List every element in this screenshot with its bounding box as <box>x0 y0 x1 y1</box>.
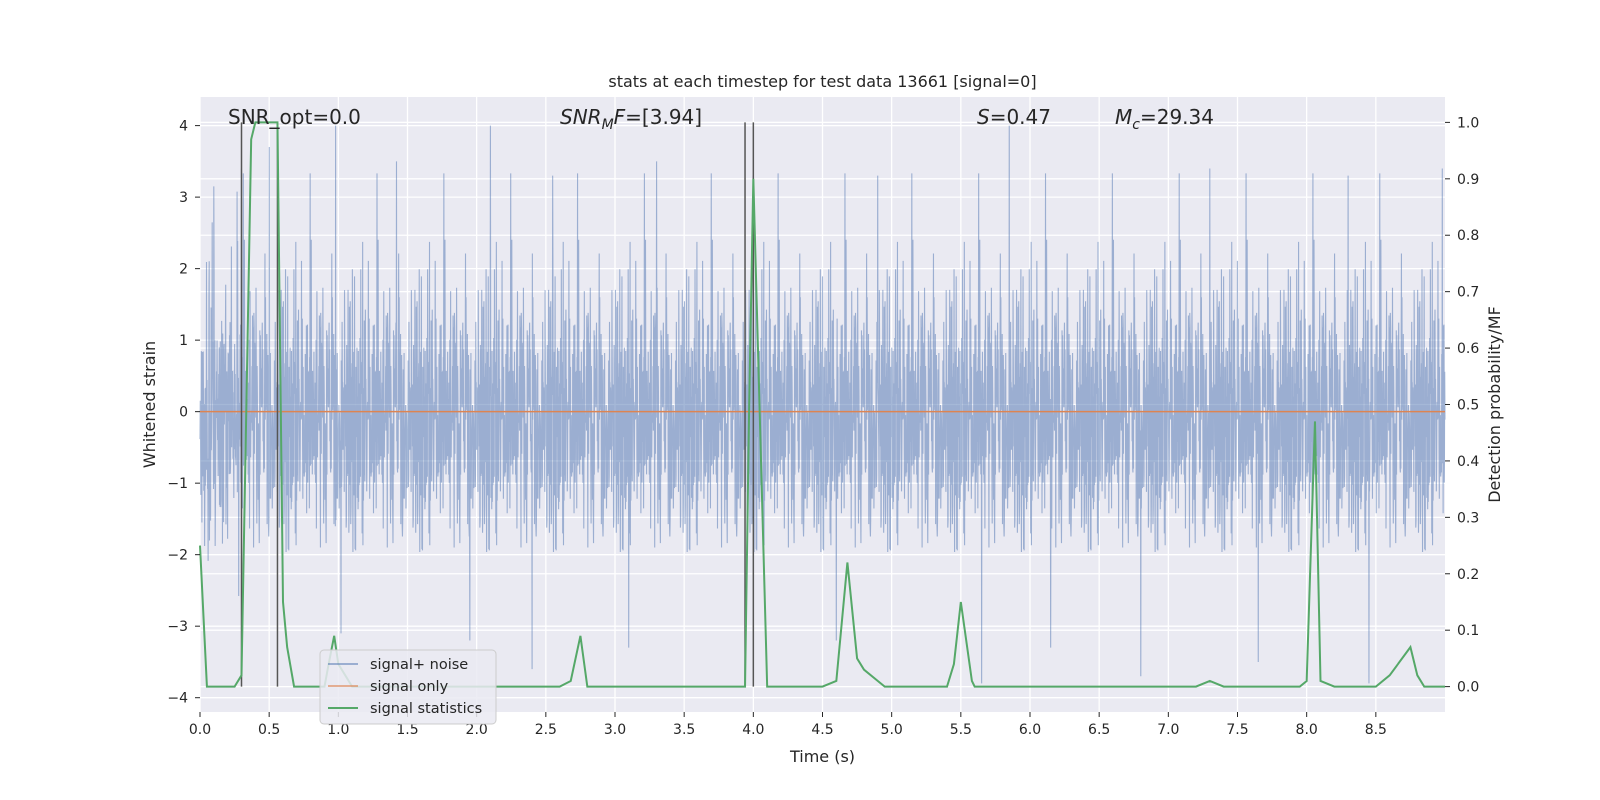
y2-axis-label: Detection probability/MF <box>1485 306 1504 503</box>
legend-label-signal-only: signal only <box>370 679 449 695</box>
y-tick-label: −4 <box>167 691 188 707</box>
snr-mf-subscript: M <box>602 117 614 133</box>
legend-label-signal-statistics: signal statistics <box>370 701 482 717</box>
x-tick-label: 3.5 <box>673 722 695 738</box>
series-signal-noise <box>199 125 1446 684</box>
snr-opt-annotation: SNR_opt=0.0 <box>228 105 361 129</box>
x-tick-label: 5.5 <box>950 722 972 738</box>
series-signal-statistics <box>199 121 1445 688</box>
mc-value: =29.34 <box>1140 105 1214 129</box>
y2-tick-label: 0.1 <box>1457 623 1479 639</box>
x-tick-label: 7.5 <box>1226 722 1248 738</box>
s-value: =0.47 <box>990 105 1051 129</box>
x-axis-label: Time (s) <box>789 747 855 766</box>
y2-tick-label: 0.2 <box>1457 567 1479 583</box>
snr-mf-value: =[3.94] <box>625 105 702 129</box>
x-tick-label: 8.5 <box>1365 722 1387 738</box>
x-tick-label: 8.0 <box>1296 722 1318 738</box>
y2-tick-label: 0.8 <box>1457 228 1479 244</box>
chart-title: stats at each timestep for test data 136… <box>608 72 1036 91</box>
y-tick-label: −3 <box>167 619 188 635</box>
x-tick-label: 4.5 <box>811 722 833 738</box>
x-tick-label: 6.0 <box>1019 722 1041 738</box>
x-tick-label: 2.5 <box>535 722 557 738</box>
legend-box <box>319 649 497 725</box>
mc-subscript: c <box>1132 117 1140 133</box>
x-tick-label: 2.0 <box>466 722 488 738</box>
snr-mf-suffix-f: F <box>614 105 626 129</box>
y2-tick-label: 0.3 <box>1457 510 1479 526</box>
mc-annotation: Mc=29.34 <box>1115 105 1214 133</box>
legend: signal+ noise signal only signal statist… <box>319 649 497 725</box>
legend-label-signal-noise: signal+ noise <box>370 657 468 673</box>
y-axis-label: Whitened strain <box>140 341 159 468</box>
y2-tick-label: 0.5 <box>1457 398 1479 414</box>
x-tick-label: 7.0 <box>1157 722 1179 738</box>
y2-tick-label: 0.7 <box>1457 285 1479 301</box>
axes: 0.0 0.5 1.0 1.5 2.0 2.5 3.0 3.5 4.0 4.5 5.0 5.5 6.0 6… <box>167 115 1479 738</box>
y-tick-label: −2 <box>167 548 188 564</box>
x-tick-label: 1.5 <box>396 722 418 738</box>
y-tick-label: −1 <box>167 476 188 492</box>
y-tick-label: 1 <box>179 333 188 349</box>
y-tick-label: 3 <box>179 190 188 206</box>
y2-tick-label: 0.6 <box>1457 341 1479 357</box>
y2-tick-label: 0.4 <box>1457 454 1479 470</box>
y2-tick-label: 1.0 <box>1457 115 1479 131</box>
snr-mf-prefix: SNR <box>560 105 602 129</box>
x-tick-label: 5.0 <box>881 722 903 738</box>
noise-series <box>199 125 1446 684</box>
y-tick-label: 2 <box>179 262 188 278</box>
x-tick-label: 4.0 <box>742 722 764 738</box>
x-tick-label: 1.0 <box>327 722 349 738</box>
x-tick-label: 0.0 <box>189 722 211 738</box>
s-annotation: S=0.47 <box>977 105 1051 129</box>
x-tick-label: 3.0 <box>604 722 626 738</box>
snr-mf-annotation: SNRMF=[3.94] <box>560 105 702 133</box>
mc-prefix: M <box>1115 105 1132 129</box>
y-tick-label: 0 <box>179 405 188 421</box>
x-tick-label: 6.5 <box>1088 722 1110 738</box>
x-tick-label: 0.5 <box>258 722 280 738</box>
y2-tick-label: 0.0 <box>1457 680 1479 696</box>
y2-tick-label: 0.9 <box>1457 172 1479 188</box>
s-prefix: S <box>977 105 990 129</box>
y-tick-label: 4 <box>179 119 188 135</box>
line-series <box>199 121 1445 688</box>
